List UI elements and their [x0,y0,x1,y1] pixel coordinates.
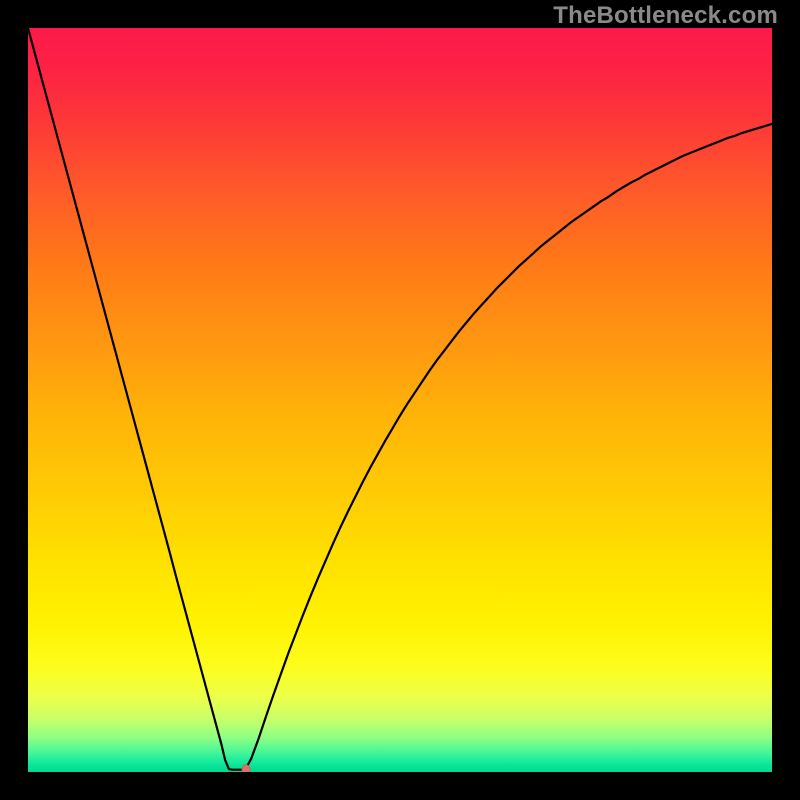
watermark-text: TheBottleneck.com [553,2,778,30]
chart-background [28,28,772,772]
optimal-marker [242,765,250,772]
chart-plot-area [28,28,772,772]
chart-frame: TheBottleneck.com [0,0,800,800]
chart-svg [28,28,772,772]
